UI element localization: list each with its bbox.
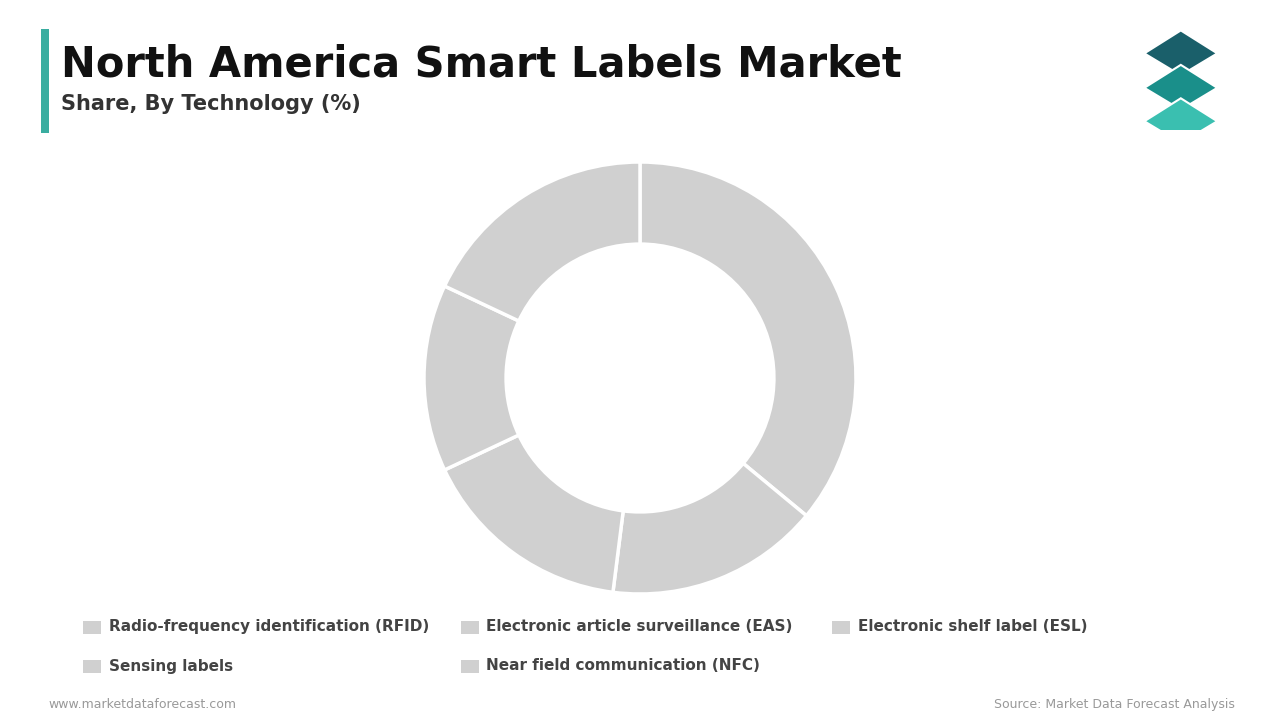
Text: Share, By Technology (%): Share, By Technology (%) <box>61 94 361 114</box>
Polygon shape <box>1144 30 1217 76</box>
Polygon shape <box>1144 98 1217 143</box>
Bar <box>83 621 101 634</box>
Wedge shape <box>444 435 623 593</box>
Wedge shape <box>640 162 856 516</box>
Bar <box>832 621 850 634</box>
Bar <box>461 660 479 673</box>
Text: Near field communication (NFC): Near field communication (NFC) <box>486 659 760 673</box>
Text: Electronic shelf label (ESL): Electronic shelf label (ESL) <box>858 619 1087 634</box>
Bar <box>41 29 49 133</box>
Text: www.marketdataforecast.com: www.marketdataforecast.com <box>49 698 237 711</box>
Bar <box>83 660 101 673</box>
Text: North America Smart Labels Market: North America Smart Labels Market <box>61 44 902 86</box>
Text: Sensing labels: Sensing labels <box>109 659 233 673</box>
Wedge shape <box>424 286 518 470</box>
Wedge shape <box>613 464 806 594</box>
Wedge shape <box>444 162 640 321</box>
Text: Electronic article surveillance (EAS): Electronic article surveillance (EAS) <box>486 619 792 634</box>
Text: Source: Market Data Forecast Analysis: Source: Market Data Forecast Analysis <box>995 698 1235 711</box>
Bar <box>461 621 479 634</box>
Polygon shape <box>1144 65 1217 109</box>
Text: Radio-frequency identification (RFID): Radio-frequency identification (RFID) <box>109 619 429 634</box>
